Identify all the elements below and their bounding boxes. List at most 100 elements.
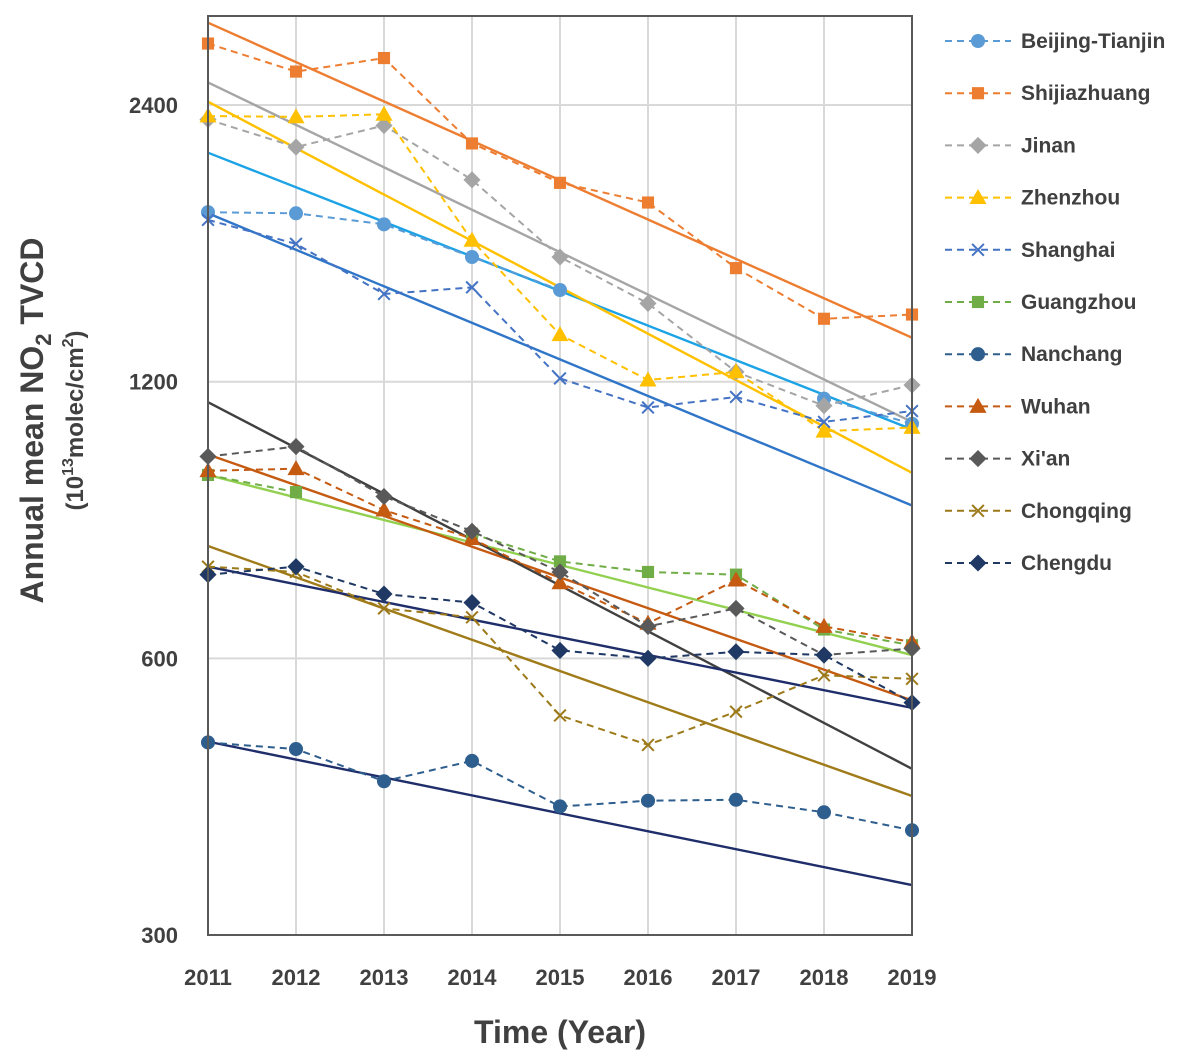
data-point-xi-an <box>463 522 481 540</box>
legend-item-shijiazhuang: Shijiazhuang <box>945 82 1151 105</box>
data-point-chongqing <box>377 601 391 615</box>
series-line-chengdu <box>207 565 913 704</box>
data-point-jinan <box>815 397 833 415</box>
data-point-guangzhou <box>289 486 303 499</box>
legend-marker <box>969 189 987 205</box>
data-point-shijiazhuang <box>465 137 479 150</box>
series-line-nanchang <box>207 741 913 832</box>
data-point-shijiazhuang <box>377 51 391 65</box>
legend: Beijing-Tianjin Shijiazhuang Jinan Zhenzhou… <box>945 30 1165 575</box>
data-point-shanghai <box>289 237 303 251</box>
series-zhenzhou <box>199 105 921 438</box>
data-point-chongqing <box>465 610 479 624</box>
legend-label: Xi'an <box>1021 448 1070 471</box>
y-axis-title-main: Annual mean NO2 TVCD <box>14 237 56 603</box>
legend-label: Chengdu <box>1021 552 1112 575</box>
trend-line-chengdu <box>207 565 913 710</box>
data-point-jinan <box>551 248 569 266</box>
x-axis-title: Time (Year) <box>474 1014 646 1050</box>
data-point-shijiazhuang <box>817 312 831 325</box>
series-lines <box>199 37 921 838</box>
legend-item-guangzhou: Guangzhou <box>945 291 1136 314</box>
data-point-guangzhou <box>553 555 567 568</box>
data-point-nanchang <box>288 742 304 757</box>
data-point-shanghai <box>817 415 831 429</box>
y-axis-title: Annual mean NO2 TVCD (1013molec/cm2) <box>14 237 89 603</box>
legend-marker <box>971 87 985 100</box>
data-point-xi-an <box>287 438 305 456</box>
x-tick-label: 2017 <box>712 965 761 990</box>
series-line-jinan <box>207 118 913 407</box>
data-point-shanghai <box>641 400 655 415</box>
data-point-xi-an <box>551 563 569 581</box>
data-point-zhenzhou <box>375 105 393 121</box>
legend-item-xi-an: Xi'an <box>945 448 1070 471</box>
y-tick-label: 1200 <box>129 370 178 395</box>
x-tick-label: 2013 <box>360 965 409 990</box>
legend-label: Zhenzhou <box>1021 187 1120 210</box>
data-point-shijiazhuang <box>729 262 743 275</box>
data-point-chengdu <box>463 594 481 612</box>
legend-item-chengdu: Chengdu <box>945 552 1112 575</box>
series-line-shanghai <box>207 218 913 423</box>
x-tick-label: 2012 <box>272 965 321 990</box>
y-axis-title-subscript: 2 <box>31 333 56 345</box>
legend-marker <box>969 554 987 572</box>
data-point-zhenzhou <box>727 363 745 379</box>
grid <box>207 16 913 936</box>
data-point-chongqing <box>817 668 831 682</box>
data-point-zhenzhou <box>815 422 833 438</box>
data-point-wuhan <box>727 571 745 587</box>
data-point-nanchang <box>640 793 656 808</box>
data-point-xi-an <box>727 599 745 617</box>
data-point-jinan <box>639 294 657 312</box>
legend-item-nanchang: Nanchang <box>945 343 1123 366</box>
data-point-chengdu <box>639 649 657 667</box>
legend-label: Guangzhou <box>1021 291 1136 314</box>
data-point-chongqing <box>641 738 655 752</box>
series-line-guangzhou <box>207 473 913 647</box>
y-tick-label: 600 <box>141 646 178 671</box>
data-point-nanchang <box>552 799 568 814</box>
legend-marker <box>971 295 985 309</box>
legend-marker <box>969 397 987 413</box>
series-line-xi-an <box>207 445 913 657</box>
data-point-shanghai <box>553 371 567 385</box>
y-axis-unit-suffix: ) <box>62 330 89 338</box>
x-tick-label: 2016 <box>624 965 673 990</box>
data-point-nanchang <box>464 753 480 768</box>
data-point-nanchang <box>816 805 832 820</box>
data-point-xi-an <box>375 487 393 506</box>
data-point-zhenzhou <box>463 231 481 247</box>
legend-marker <box>971 504 985 518</box>
data-point-xi-an <box>639 617 657 635</box>
data-point-wuhan <box>551 574 569 590</box>
x-tick-label: 2015 <box>536 965 585 990</box>
data-point-chengdu <box>551 641 569 659</box>
trend-line-shanghai <box>207 212 913 507</box>
legend-label: Jinan <box>1021 134 1076 157</box>
data-point-beijing-tianjin <box>464 250 480 265</box>
data-point-shanghai <box>729 390 743 404</box>
data-point-beijing-tianjin <box>288 206 304 221</box>
y-axis-ticks: 300 600 1200 2400 <box>129 93 178 948</box>
y-axis-unit-mid: molec/cm <box>62 347 89 458</box>
series-shijiazhuang <box>201 37 919 325</box>
x-axis-ticks: 2011 2012 2013 2014 2015 2016 2017 2018 2019 <box>184 965 936 990</box>
data-point-zhenzhou <box>639 371 657 387</box>
plot-frame <box>207 15 913 936</box>
x-tick-label: 2014 <box>448 965 498 990</box>
y-axis-title-prefix: Annual mean NO <box>14 346 50 604</box>
data-point-chongqing <box>553 708 567 723</box>
y-tick-label: 2400 <box>129 93 178 118</box>
y-axis-unit-exponent: 13 <box>60 458 77 476</box>
data-point-shijiazhuang <box>289 65 303 78</box>
data-point-jinan <box>287 138 305 156</box>
data-point-wuhan <box>287 460 305 476</box>
data-point-shijiazhuang <box>641 196 655 209</box>
legend-label: Nanchang <box>1021 343 1123 366</box>
data-point-shanghai <box>377 287 391 301</box>
legend-item-shanghai: Shanghai <box>945 239 1116 262</box>
